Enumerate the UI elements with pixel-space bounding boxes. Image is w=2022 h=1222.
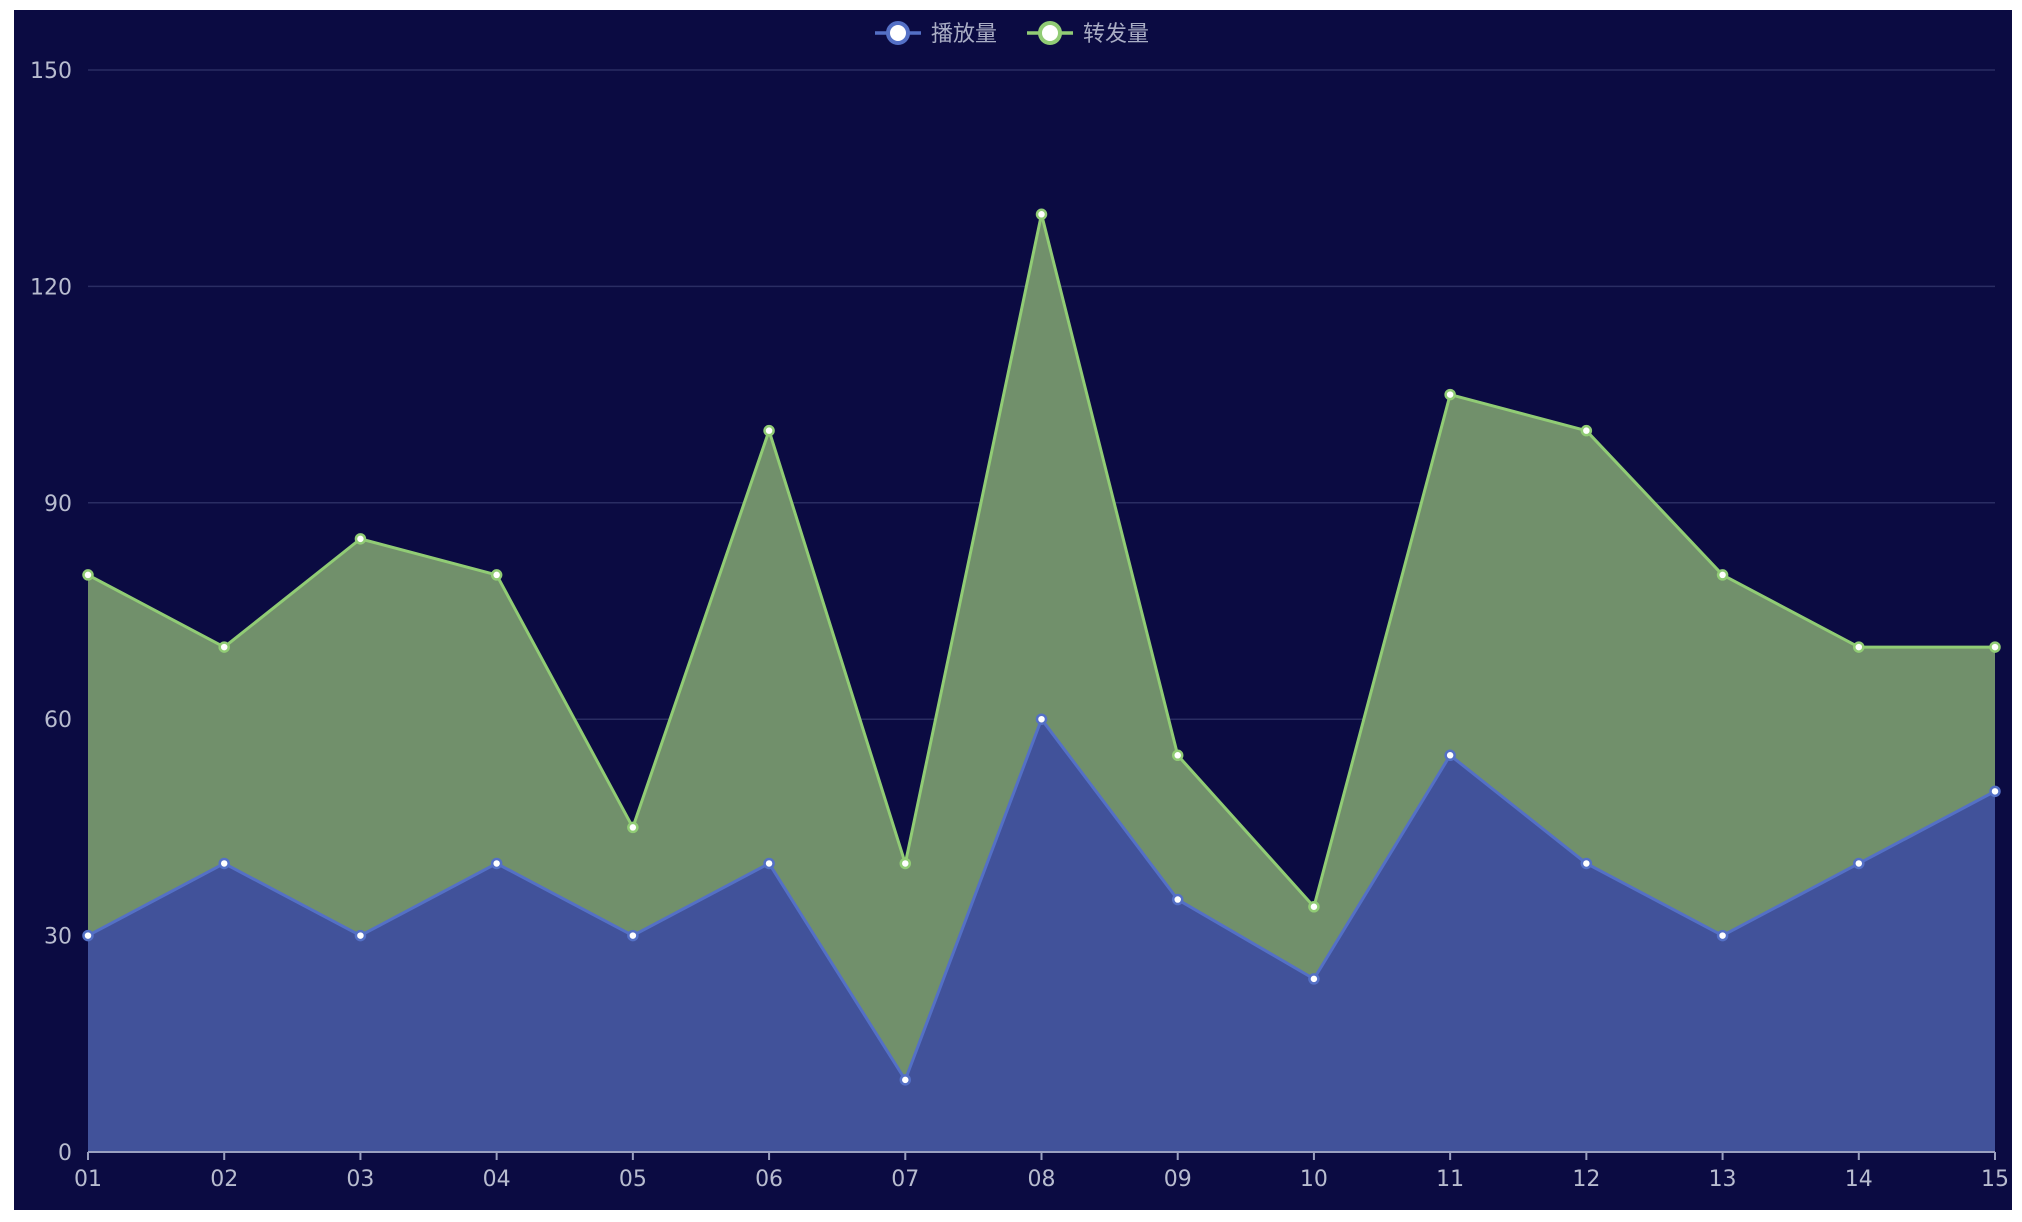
point-series-1-10 xyxy=(1308,973,1320,985)
legend-item-1[interactable]: 播放量 xyxy=(875,21,997,47)
point-series-2-12 xyxy=(1580,424,1593,437)
x-tick-label-05: 05 xyxy=(619,1167,647,1192)
point-series-2-10 xyxy=(1308,900,1320,913)
point-series-1-03 xyxy=(354,929,367,942)
y-tick-label-90: 90 xyxy=(44,492,72,517)
point-series-2-04 xyxy=(490,569,503,581)
x-tick-label-04: 04 xyxy=(483,1167,511,1192)
point-series-2-07 xyxy=(899,857,912,870)
y-tick-label-120: 120 xyxy=(30,275,72,300)
y-tick-label-150: 150 xyxy=(30,59,72,84)
point-series-2-14 xyxy=(1853,641,1865,653)
x-tick-label-12: 12 xyxy=(1572,1167,1600,1192)
legend-label: 转发量 xyxy=(1083,22,1149,47)
point-series-1-14 xyxy=(1853,857,1865,870)
area-fill-series-2 xyxy=(88,214,1995,1080)
axes: 0 30 60 90 120 150 01 02 03 04 05 06 07 08 09 10 11 12 13 1… xyxy=(30,59,2009,1192)
x-tick-label-06: 06 xyxy=(755,1167,783,1192)
y-tick-label-0: 0 xyxy=(58,1141,72,1166)
x-tick-label-14: 14 xyxy=(1845,1167,1873,1192)
point-series-1-06 xyxy=(763,857,775,870)
point-series-2-02 xyxy=(218,641,230,653)
point-series-1-13 xyxy=(1716,929,1729,942)
point-series-1-08 xyxy=(1035,713,1048,725)
point-series-2-08 xyxy=(1035,208,1048,221)
point-series-2-01 xyxy=(82,569,94,581)
legend[interactable]: 播放量 转发量 xyxy=(875,21,1149,47)
point-series-1-05 xyxy=(627,929,639,942)
x-tick-label-02: 02 xyxy=(210,1167,238,1192)
point-series-2-13 xyxy=(1716,569,1729,581)
point-series-1-01 xyxy=(82,929,94,942)
x-tick-label-11: 11 xyxy=(1436,1167,1464,1192)
x-tick-label-07: 07 xyxy=(891,1167,919,1192)
x-tick-label-10: 10 xyxy=(1300,1167,1328,1192)
legend-marker-icon xyxy=(1038,21,1062,45)
area-fills xyxy=(88,214,1995,1152)
x-tick-label-03: 03 xyxy=(346,1167,374,1192)
point-series-2-03 xyxy=(354,533,367,545)
legend-label: 播放量 xyxy=(931,22,997,47)
point-series-1-04 xyxy=(490,857,503,870)
legend-marker-icon xyxy=(886,21,910,45)
point-series-2-09 xyxy=(1171,749,1184,762)
x-tick-label-15: 15 xyxy=(1981,1167,2009,1192)
y-tick-label-30: 30 xyxy=(44,925,72,950)
point-series-1-02 xyxy=(218,857,230,870)
x-tick-label-01: 01 xyxy=(74,1167,102,1192)
x-tick-label-13: 13 xyxy=(1709,1167,1737,1192)
point-series-2-11 xyxy=(1444,388,1456,401)
x-tick-label-08: 08 xyxy=(1028,1167,1056,1192)
point-series-1-11 xyxy=(1444,749,1456,762)
point-series-1-12 xyxy=(1580,857,1593,870)
area-fill-series-1 xyxy=(88,719,1995,1152)
point-series-2-06 xyxy=(763,424,775,437)
point-series-2-05 xyxy=(627,821,639,834)
x-tick-label-09: 09 xyxy=(1164,1167,1192,1192)
point-series-2-15 xyxy=(1989,641,2001,653)
data-points xyxy=(82,208,2001,1086)
point-series-1-09 xyxy=(1171,893,1184,906)
point-series-1-07 xyxy=(899,1074,912,1086)
point-series-1-15 xyxy=(1989,785,2001,798)
legend-item-2[interactable]: 转发量 xyxy=(1027,21,1149,47)
y-tick-label-60: 60 xyxy=(44,708,72,733)
